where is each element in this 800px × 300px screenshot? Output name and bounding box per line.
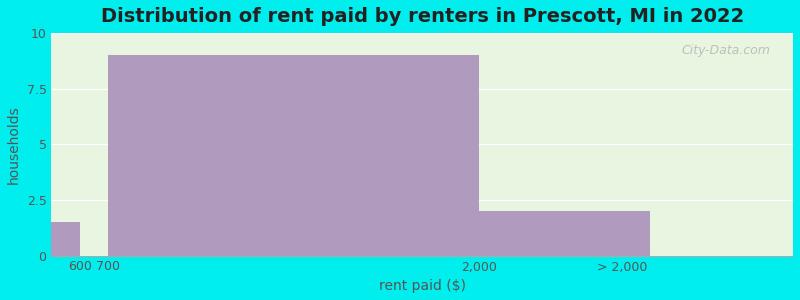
Y-axis label: households: households <box>7 105 21 184</box>
Text: City-Data.com: City-Data.com <box>682 44 771 57</box>
Bar <box>109 55 479 256</box>
X-axis label: rent paid ($): rent paid ($) <box>378 279 466 293</box>
Bar <box>51 222 80 256</box>
Bar <box>479 211 650 256</box>
Title: Distribution of rent paid by renters in Prescott, MI in 2022: Distribution of rent paid by renters in … <box>101 7 744 26</box>
